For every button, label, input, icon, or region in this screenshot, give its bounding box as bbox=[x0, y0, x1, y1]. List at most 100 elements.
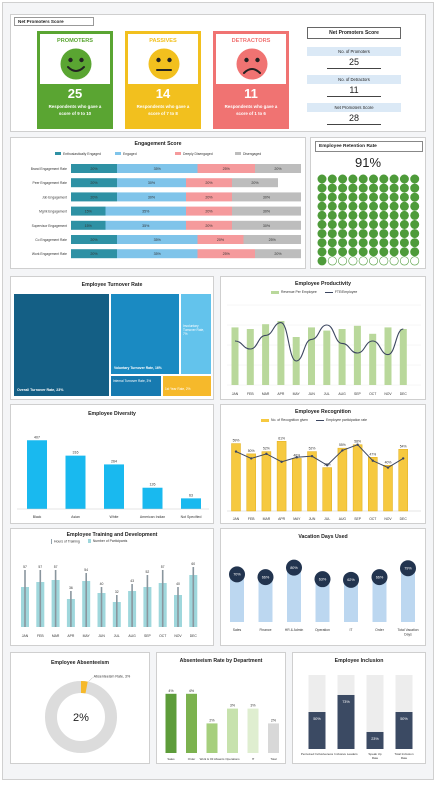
productivity-x-label: APR bbox=[277, 392, 285, 396]
recognition-line-point bbox=[356, 443, 359, 446]
engagement-bar-segment bbox=[117, 192, 186, 202]
abs-dept-value: 3% bbox=[250, 704, 256, 708]
engagement-bar-segment bbox=[105, 206, 186, 216]
retention-dot bbox=[368, 183, 378, 193]
retention-dot bbox=[317, 256, 327, 266]
training-x-label: JAN bbox=[22, 634, 29, 638]
inclusion-bar bbox=[366, 731, 384, 749]
recognition-x-label: AUG bbox=[339, 517, 347, 521]
recognition-value: 59% bbox=[233, 439, 240, 443]
productivity-bar bbox=[399, 329, 407, 385]
recognition-x-label: OCT bbox=[369, 517, 376, 521]
absenteeism-value: 2% bbox=[73, 712, 89, 724]
nps-score-box-title: Net Promoters Score bbox=[307, 27, 401, 39]
engagement-bar-segment bbox=[197, 235, 244, 244]
recognition-x-label: DEC bbox=[400, 517, 408, 521]
retention-dot bbox=[348, 219, 358, 229]
vacation-bar-cap bbox=[257, 569, 274, 586]
face-mouth bbox=[243, 68, 261, 74]
engagement-bar-segment bbox=[71, 206, 106, 216]
engagement-bar-label: 25% bbox=[223, 252, 231, 256]
legend-recognition-label: No. of Recognition given bbox=[271, 418, 308, 422]
engagement-row-label: Co Engagement Rate bbox=[35, 238, 67, 242]
engagement-bar-segment bbox=[186, 206, 232, 216]
retention-dot bbox=[327, 174, 337, 184]
productivity-bar bbox=[277, 321, 285, 385]
recognition-chart: 59%50%52%61%46%52%38%55%58%47%40%54%JANF… bbox=[227, 436, 421, 521]
retention-dot bbox=[379, 192, 389, 202]
legend-participants: Number of Participants bbox=[87, 539, 127, 544]
diversity-value: 63 bbox=[189, 493, 193, 497]
inclusion-x-label: Rate bbox=[372, 756, 379, 760]
retention-dot bbox=[389, 192, 399, 202]
retention-dot bbox=[358, 229, 368, 239]
recognition-line-point bbox=[265, 452, 268, 456]
retention-dot bbox=[399, 247, 409, 257]
diversity-value: 316 bbox=[73, 451, 79, 455]
retention-dot bbox=[410, 210, 420, 220]
retention-dots bbox=[317, 174, 420, 266]
retention-dot bbox=[317, 238, 327, 248]
training-x-label: DEC bbox=[190, 634, 198, 638]
retention-dot bbox=[358, 174, 368, 184]
retention-dot bbox=[410, 174, 420, 184]
retention-dot bbox=[379, 229, 389, 239]
retention-dot bbox=[389, 210, 399, 220]
engagement-bar-label: 15% bbox=[85, 210, 93, 214]
nps-score-box: Net Promoters Score No. of Promoters 25 No… bbox=[307, 27, 401, 131]
vacation-bar-cap bbox=[314, 571, 331, 588]
abs-dept-bar bbox=[227, 708, 238, 753]
retention-dot bbox=[348, 238, 358, 248]
abs-dept-bar bbox=[165, 693, 177, 753]
training-x-label: OCT bbox=[159, 634, 166, 638]
productivity-bar bbox=[338, 329, 346, 385]
training-value: 40 bbox=[176, 582, 180, 586]
vacation-bar bbox=[372, 577, 387, 622]
legend-fte: FTE/Employee bbox=[324, 290, 357, 294]
diversity-bar bbox=[104, 464, 124, 509]
treemap-involuntary: Involuntary Turnover Rate, 7% bbox=[181, 294, 211, 374]
abs-dept-panel: Absenteeism Rate by Department 4% 4% 2% 3% 3… bbox=[156, 652, 286, 764]
abs-dept-value: 2% bbox=[209, 718, 215, 722]
treemap-voluntary-label: Voluntary Turnover Rate, 16% bbox=[114, 366, 162, 370]
retention-dot bbox=[327, 247, 337, 257]
abs-dept-x-label: IT bbox=[252, 757, 255, 761]
retention-dot bbox=[327, 256, 337, 266]
diversity-x-label: American Indian bbox=[140, 515, 165, 519]
abs-dept-x-label: Operations bbox=[225, 757, 240, 761]
abs-dept-value: 3% bbox=[230, 704, 236, 708]
retention-dot bbox=[410, 247, 420, 257]
absenteeism-donut-slice bbox=[80, 681, 88, 694]
recognition-bar bbox=[307, 451, 317, 512]
recognition-x-label: JAN bbox=[233, 517, 240, 521]
diversity-value: 264 bbox=[111, 459, 117, 463]
retention-dot bbox=[317, 174, 327, 184]
inclusion-chart: 50% 73% 23% 50% Perceived Inclusiveness Inclu… bbox=[301, 675, 414, 760]
engagement-bar-label: 20% bbox=[274, 167, 282, 171]
nps-score-row: No. of Promoters 25 bbox=[307, 47, 401, 69]
engagement-bar-label: 20% bbox=[217, 238, 225, 242]
legend-revenue-label: Revenue Per Employee bbox=[281, 290, 317, 294]
engagement-bar-segment bbox=[232, 220, 301, 230]
smile-face-icon bbox=[60, 48, 92, 80]
productivity-bar bbox=[246, 329, 254, 385]
absenteeism-title: Employee Absenteeism bbox=[50, 660, 110, 666]
face-eye-right bbox=[255, 57, 260, 63]
retention-dot bbox=[327, 229, 337, 239]
diversity-chart: 407 316 264 126 63 Black Asian White American In… bbox=[17, 435, 209, 519]
training-value: 40 bbox=[100, 582, 104, 586]
engagement-bar-segment bbox=[243, 235, 301, 244]
engagement-bar-label: 30% bbox=[263, 210, 271, 214]
retention-dot bbox=[327, 192, 337, 202]
retention-dot bbox=[368, 247, 378, 257]
nps-score-row-label: No. of Promoters bbox=[307, 47, 401, 56]
inclusion-value: 50% bbox=[400, 717, 408, 721]
diversity-bar bbox=[65, 455, 86, 509]
nps-card-desc: Respondents who gave a score of 1 to 6 bbox=[224, 104, 278, 116]
engagement-bar-segment bbox=[255, 164, 301, 173]
recognition-value: 50% bbox=[248, 449, 255, 453]
engagement-bar-label: 20% bbox=[90, 238, 98, 242]
recognition-x-label: JUL bbox=[324, 517, 330, 521]
retention-dot bbox=[389, 219, 399, 229]
face-eye-left bbox=[244, 57, 249, 63]
